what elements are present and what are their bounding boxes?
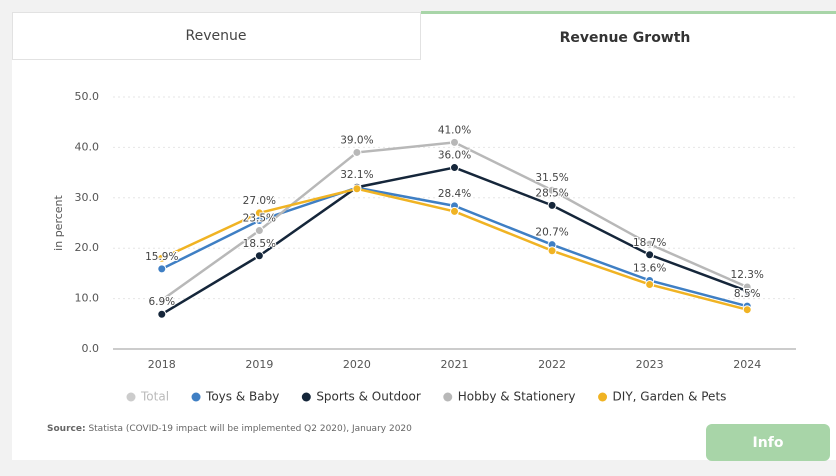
y-tick-label: 50.0: [75, 90, 100, 103]
x-tick-label: 2024: [733, 358, 761, 371]
point: [450, 163, 459, 173]
x-tick-label: 2019: [245, 358, 273, 371]
tab-active[interactable]: [421, 12, 836, 60]
y-tick-label: 40.0: [75, 140, 100, 153]
tab-label[interactable]: Revenue Growth: [560, 30, 691, 46]
tab-label[interactable]: Revenue: [186, 28, 247, 44]
data-label: 39.0%: [340, 134, 373, 146]
point: [450, 137, 459, 147]
legend-marker: [126, 392, 136, 402]
y-tick-label: 10.0: [75, 292, 100, 305]
tab[interactable]: [12, 12, 421, 60]
point: [450, 206, 459, 216]
source-text: Statista (COVID-19 impact will be implem…: [88, 424, 412, 434]
legend-label[interactable]: Toys & Baby: [205, 390, 279, 404]
point: [157, 295, 167, 305]
tab-indicator: [421, 11, 836, 14]
point: [157, 264, 167, 274]
data-label: 12.3%: [731, 269, 764, 281]
y-tick-label: 0.0: [82, 342, 100, 355]
point: [157, 309, 167, 319]
point: [254, 208, 264, 218]
source-label: Source:: [47, 424, 86, 434]
point: [645, 239, 655, 249]
y-axis-label: in percent: [52, 194, 65, 250]
data-label: 6.9%: [148, 296, 175, 308]
data-label: 36.0%: [438, 150, 471, 162]
legend-label[interactable]: Hobby & Stationery: [458, 390, 576, 404]
x-tick-label: 2021: [441, 358, 469, 371]
x-tick-label: 2020: [343, 358, 371, 371]
data-label: 20.7%: [535, 227, 568, 239]
data-label: 18.7%: [633, 237, 666, 249]
data-label: 41.0%: [438, 124, 471, 136]
legend-marker: [191, 392, 201, 402]
y-tick-label: 30.0: [75, 191, 100, 204]
point: [547, 246, 557, 256]
legend-marker: [443, 392, 453, 402]
legend-label[interactable]: Sports & Outdoor: [316, 390, 421, 404]
point: [742, 282, 752, 292]
data-label: 15.9%: [145, 251, 178, 263]
data-label: 27.0%: [243, 195, 276, 207]
data-label: 28.5%: [535, 187, 568, 199]
y-tick-label: 20.0: [75, 241, 100, 254]
point: [547, 185, 557, 195]
point: [547, 200, 557, 210]
data-label: 18.5%: [243, 238, 276, 250]
x-tick-label: 2023: [636, 358, 664, 371]
point: [352, 184, 362, 194]
data-label: 8.5%: [734, 288, 761, 300]
info-button-label[interactable]: Info: [753, 435, 784, 451]
data-label: 32.1%: [340, 169, 373, 181]
legend-marker: [301, 392, 311, 402]
x-tick-label: 2018: [148, 358, 176, 371]
x-tick-label: 2022: [538, 358, 566, 371]
data-label: 23.5%: [243, 213, 276, 225]
data-label: 28.4%: [438, 188, 471, 200]
info-button[interactable]: [706, 424, 830, 461]
data-label: 13.6%: [633, 262, 666, 274]
source: Source: Statista (COVID-19 impact will b…: [47, 424, 412, 434]
point: [254, 226, 264, 236]
point: [645, 250, 655, 260]
point: [352, 147, 362, 157]
card: [12, 12, 836, 460]
point: [742, 305, 752, 315]
point: [254, 251, 264, 261]
point: [645, 279, 655, 289]
data-label: 31.5%: [535, 172, 568, 184]
legend-marker: [598, 392, 608, 402]
legend-label[interactable]: Total: [140, 390, 169, 404]
legend-label[interactable]: DIY, Garden & Pets: [613, 390, 727, 404]
point: [157, 253, 167, 263]
